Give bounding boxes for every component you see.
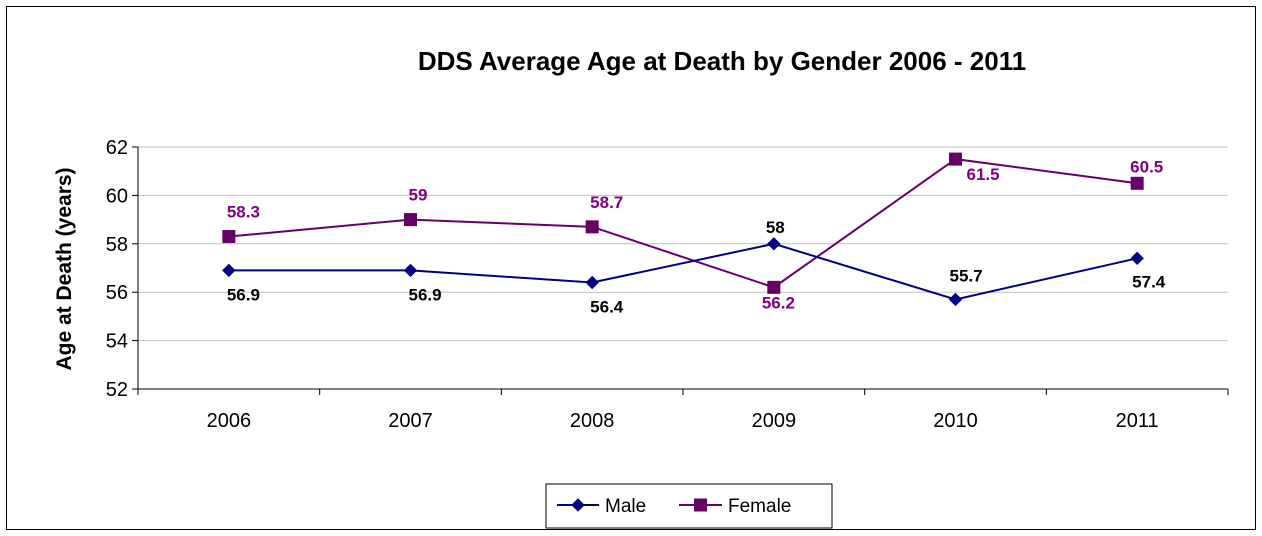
male-point: [948, 292, 963, 307]
x-tick-label: 2011: [1116, 410, 1159, 432]
x-tick-label: 2008: [570, 410, 615, 432]
y-tick-labels: 52 54 56 58 60 62: [106, 137, 128, 401]
female-point: [1130, 176, 1144, 190]
chart-title: DDS Average Age at Death by Gender 2006 …: [418, 46, 1026, 76]
female-point: [404, 213, 417, 227]
male-point: [403, 263, 418, 278]
female-data-label: 59: [409, 186, 428, 205]
female-point: [222, 230, 236, 244]
female-data-label: 60.5: [1130, 157, 1163, 176]
legend-item-female: Female: [679, 496, 791, 517]
male-series: [222, 237, 1144, 307]
male-point: [222, 263, 236, 278]
female-data-label: 58.3: [227, 203, 260, 222]
female-point: [767, 280, 781, 294]
gridlines: [138, 146, 1228, 342]
legend-marker: [571, 498, 585, 512]
female-line: [228, 158, 1138, 289]
y-tick-label: 62: [106, 137, 128, 159]
x-tick-label: 2006: [207, 410, 252, 432]
female-series: [222, 152, 1144, 294]
male-data-label: 56.9: [409, 285, 442, 304]
x-tick-label: 2009: [752, 410, 797, 432]
male-point: [1130, 251, 1144, 266]
y-tick-label: 52: [106, 379, 128, 401]
y-axis-label: Age at Death (years): [53, 167, 76, 370]
chart-area: [6, 6, 1256, 530]
x-tick-label: 2010: [933, 410, 978, 432]
male-point: [585, 275, 599, 290]
legend-label: Female: [728, 496, 791, 517]
male-data-label: 57.4: [1132, 272, 1166, 291]
male-line: [228, 242, 1138, 301]
y-tick-label: 56: [106, 282, 128, 304]
x-tick-label: 2007: [388, 410, 433, 432]
female-point: [949, 152, 962, 166]
female-data-label: 58.7: [590, 193, 623, 212]
legend: Male Female: [545, 483, 833, 529]
series-lines: [222, 152, 1144, 307]
female-data-label: 56.2: [762, 293, 795, 312]
y-tick-label: 58: [106, 234, 128, 256]
male-data-label: 56.9: [227, 285, 260, 304]
legend-item-male: Male: [557, 496, 646, 517]
female-point: [585, 220, 599, 234]
male-point: [767, 237, 781, 251]
axes: [132, 146, 1229, 395]
x-tick-labels: 2006 2007 2008 2009 2010 2011: [207, 410, 1159, 432]
legend-label: Male: [605, 496, 646, 517]
male-data-label: 58: [766, 218, 785, 237]
male-data-label: 56.4: [590, 298, 624, 317]
data-labels: 56.9 56.9 56.4 58 55.7 57.4 58.3 59 58.7 56.2 61.5…: [227, 157, 1166, 316]
legend-marker: [694, 498, 707, 512]
female-data-label: 61.5: [967, 165, 1000, 184]
male-data-label: 55.7: [950, 266, 983, 285]
y-tick-label: 54: [106, 331, 128, 353]
y-tick-label: 60: [106, 185, 128, 207]
